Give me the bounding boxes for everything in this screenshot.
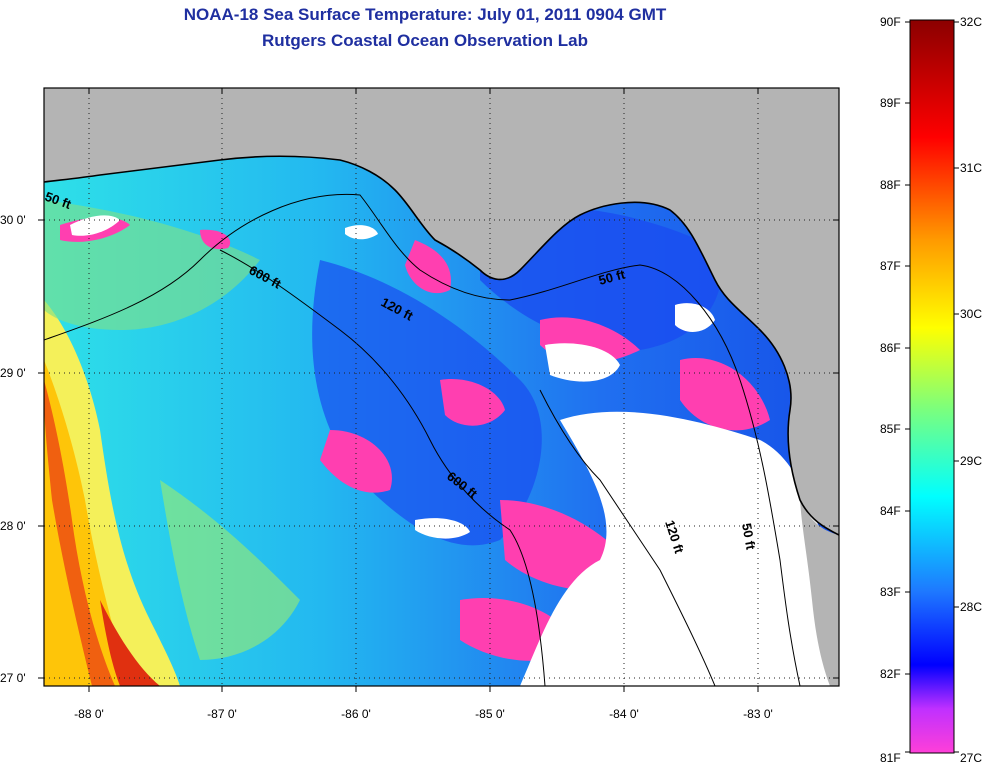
coastline (44, 155, 839, 536)
land-mask (44, 88, 839, 535)
colorbar-f-label: 84F (880, 504, 901, 518)
colorbar-f-label: 82F (880, 667, 901, 681)
colorbar-ticks (905, 21, 959, 753)
lon-tick-label: -83 0' (743, 707, 773, 721)
contour-label: 50 ft (739, 522, 759, 552)
colorbar-f-label: 87F (880, 259, 901, 273)
colorbar-f-label: 90F (880, 15, 901, 29)
contour-120ft (44, 193, 801, 686)
lat-tick-label: 29 0' (0, 366, 26, 380)
lon-tick-label: -85 0' (475, 707, 505, 721)
colorbar-c-label: 29C (960, 454, 982, 468)
colorbar-f-label: 86F (880, 341, 901, 355)
lat-tick-label: 28 0' (0, 519, 26, 533)
colorbar-f-label: 83F (880, 585, 901, 599)
map-frame (43, 87, 840, 687)
colorbar-c-label: 27C (960, 751, 982, 765)
lon-tick-label: -88 0' (74, 707, 104, 721)
lon-tick-label: -84 0' (609, 707, 639, 721)
lat-tick-label: 27 0' (0, 671, 26, 685)
colorbar-c-label: 28C (960, 600, 982, 614)
colorbar-f-label: 88F (880, 178, 901, 192)
colorbar (909, 19, 955, 754)
colorbar-c-label: 32C (960, 15, 982, 29)
warm-zone-red (44, 380, 115, 686)
lon-tick-label: -86 0' (341, 707, 371, 721)
axis-ticks (38, 88, 839, 692)
contour-label: 50 ft (597, 266, 627, 288)
colorbar-f-label: 81F (880, 751, 901, 765)
map-subtitle: Rutgers Coastal Ocean Observation Lab (262, 31, 588, 50)
lon-tick-label: -87 0' (207, 707, 237, 721)
colorbar-f-label: 85F (880, 422, 901, 436)
colorbar-c-label: 31C (960, 161, 982, 175)
lat-tick-label: 30 0' (0, 213, 26, 227)
contour-600ft (219, 249, 546, 686)
colorbar-c-label: 30C (960, 307, 982, 321)
warm-zone-orange (44, 360, 130, 686)
map-title: NOAA-18 Sea Surface Temperature: July 01… (183, 5, 667, 24)
contour-50ft-east (539, 389, 716, 686)
colorbar-f-label: 89F (880, 96, 901, 110)
